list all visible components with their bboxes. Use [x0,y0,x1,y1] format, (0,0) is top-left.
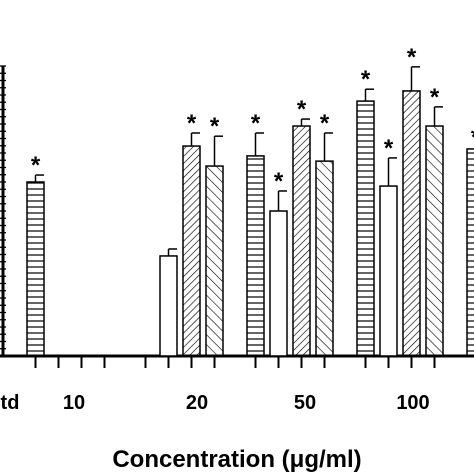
bar [379,185,398,357]
bar [425,125,444,357]
bar [26,181,45,357]
x-tick-label: 10 [63,392,85,414]
bar [292,125,311,357]
x-tick-label: td [1,392,20,414]
bar [315,160,334,357]
bar [246,155,265,357]
bar [182,145,201,357]
significance-star: * [274,168,284,195]
x-tick-label: 20 [186,392,208,414]
significance-star: * [31,152,41,179]
x-tick-label: 100 [396,392,429,414]
significance-star: * [471,124,474,151]
x-tick-label: 50 [294,392,316,414]
bar [402,90,421,357]
y-axis-ticks [0,65,6,357]
x-axis-title: Concentration (μg/ml) [112,446,361,473]
significance-star: * [297,96,307,123]
x-axis-ticks [34,356,436,368]
significance-star: * [320,110,330,137]
bar [466,148,474,357]
significance-star: * [430,84,440,111]
significance-star: * [407,44,417,71]
x-tick-labels: td 10 20 50 100 [1,392,430,414]
bar [269,210,288,357]
significance-star: * [361,66,371,93]
significance-star: * [251,110,261,137]
bar [205,165,224,357]
significance-star: * [384,135,394,162]
bar-group: ************** [26,44,474,357]
significance-star: * [187,110,197,137]
significance-star: * [210,113,220,140]
bar [159,255,178,357]
bar [356,100,375,357]
